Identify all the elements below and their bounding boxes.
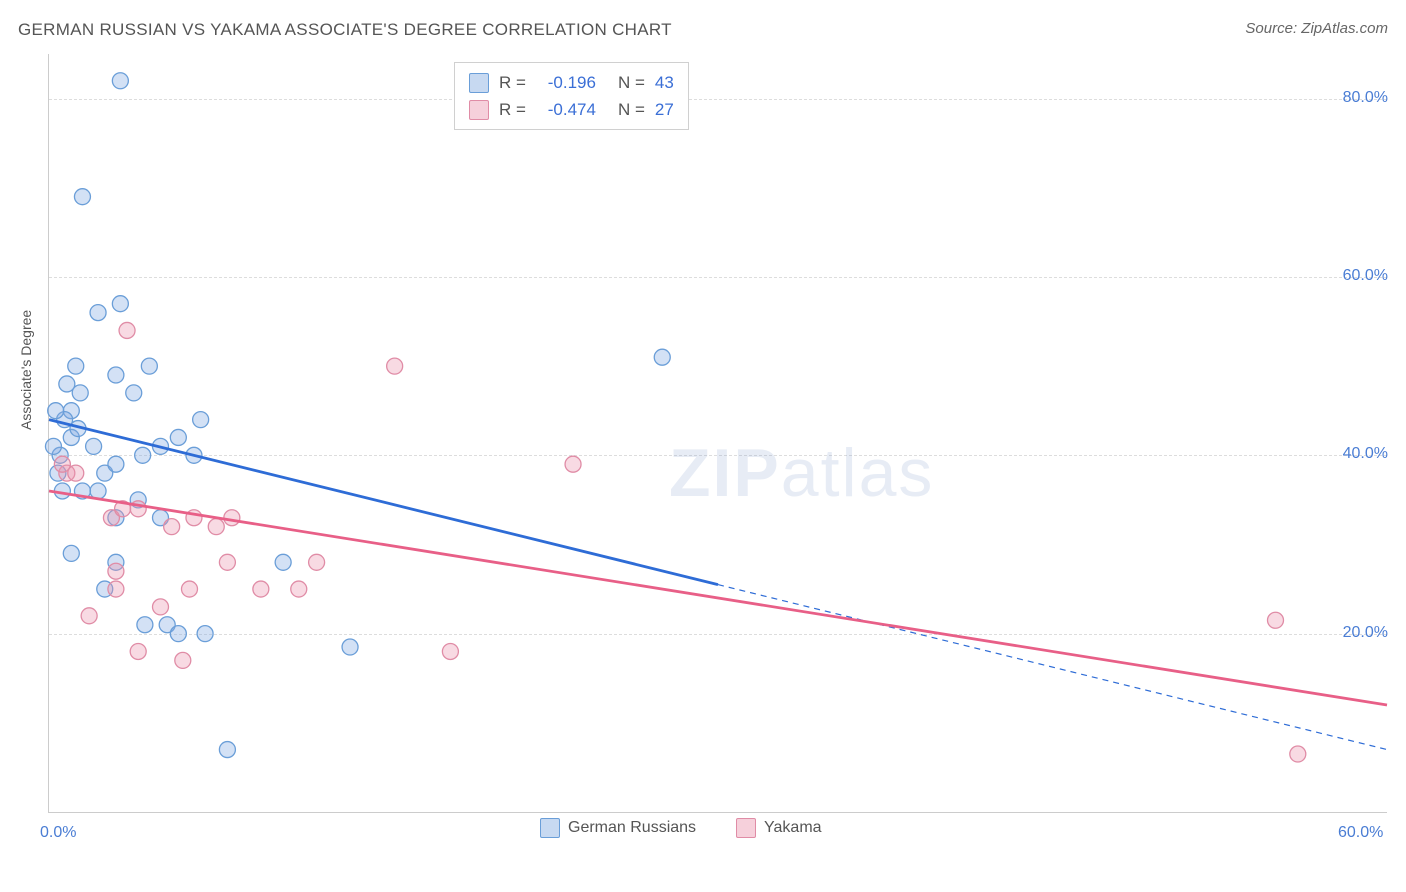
data-point [442,643,458,659]
trend-line [49,420,718,585]
scatter-chart [49,54,1387,812]
data-point [275,554,291,570]
header-bar: GERMAN RUSSIAN VS YAKAMA ASSOCIATE'S DEG… [18,20,1388,40]
data-point [164,519,180,535]
data-point [224,510,240,526]
data-point [153,599,169,615]
data-point [141,358,157,374]
data-point [219,742,235,758]
data-point [74,189,90,205]
y-axis-label: Associate's Degree [18,310,34,430]
data-point [90,305,106,321]
data-point [309,554,325,570]
data-point [108,581,124,597]
data-point [181,581,197,597]
y-tick-label: 60.0% [1343,267,1388,285]
legend-row: R = -0.474 N = 27 [469,96,674,123]
y-tick-label: 80.0% [1343,89,1388,107]
legend-label: Yakama [764,819,822,837]
data-point [112,296,128,312]
trend-line [49,491,1387,705]
n-label: N = [618,69,645,96]
r-value: -0.196 [536,69,596,96]
data-point [387,358,403,374]
series-legend: German Russians Yakama [540,818,822,838]
data-point [81,608,97,624]
source-name: ZipAtlas.com [1301,20,1388,37]
r-value: -0.474 [536,96,596,123]
data-point [1290,746,1306,762]
data-point [1268,612,1284,628]
legend-swatch-icon [469,73,489,93]
data-point [130,643,146,659]
data-point [126,385,142,401]
legend-item: Yakama [736,818,822,838]
data-point [63,545,79,561]
data-point [135,447,151,463]
legend-swatch-icon [540,818,560,838]
data-point [219,554,235,570]
r-label: R = [499,96,526,123]
n-label: N = [618,96,645,123]
data-point [86,438,102,454]
chart-title: GERMAN RUSSIAN VS YAKAMA ASSOCIATE'S DEG… [18,20,672,40]
data-point [108,563,124,579]
data-point [108,367,124,383]
source-credit: Source: ZipAtlas.com [1245,20,1388,37]
data-point [137,617,153,633]
data-point [342,639,358,655]
data-point [119,322,135,338]
data-point [197,626,213,642]
n-value: 43 [655,69,674,96]
legend-label: German Russians [568,819,696,837]
r-label: R = [499,69,526,96]
legend-item: German Russians [540,818,696,838]
data-point [175,652,191,668]
y-tick-label: 20.0% [1343,624,1388,642]
trend-line-extrapolated [718,585,1387,750]
data-point [291,581,307,597]
source-label: Source: [1245,20,1301,37]
data-point [565,456,581,472]
legend-row: R = -0.196 N = 43 [469,69,674,96]
data-point [45,438,61,454]
plot-area: ZIPatlas [48,54,1387,813]
data-point [208,519,224,535]
n-value: 27 [655,96,674,123]
y-tick-label: 40.0% [1343,445,1388,463]
data-point [68,358,84,374]
correlation-legend: R = -0.196 N = 43 R = -0.474 N = 27 [454,62,689,130]
x-tick-label: 60.0% [1338,824,1383,842]
data-point [654,349,670,365]
data-point [193,412,209,428]
x-tick-label: 0.0% [40,824,76,842]
data-point [170,429,186,445]
data-point [170,626,186,642]
legend-swatch-icon [469,100,489,120]
data-point [112,73,128,89]
data-point [108,456,124,472]
data-point [48,403,64,419]
legend-swatch-icon [736,818,756,838]
data-point [72,385,88,401]
data-point [253,581,269,597]
data-point [54,456,70,472]
